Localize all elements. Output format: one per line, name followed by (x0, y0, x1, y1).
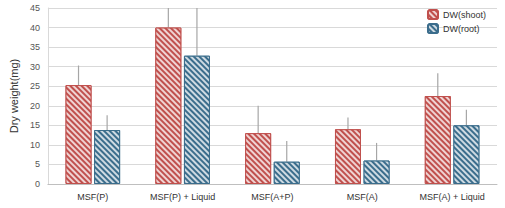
svg-text:MSF(A) + Liquid: MSF(A) + Liquid (419, 192, 484, 202)
svg-text:40: 40 (30, 23, 40, 33)
svg-text:MSF(P) + Liquid: MSF(P) + Liquid (150, 192, 215, 202)
svg-text:45: 45 (30, 3, 40, 13)
svg-text:0: 0 (35, 179, 40, 189)
svg-text:35: 35 (30, 42, 40, 52)
svg-text:5: 5 (35, 159, 40, 169)
svg-text:MSF(P): MSF(P) (77, 192, 108, 202)
svg-text:20: 20 (30, 101, 40, 111)
svg-text:10: 10 (30, 140, 40, 150)
svg-text:DW(root): DW(root) (443, 24, 480, 34)
svg-text:MSF(A): MSF(A) (347, 192, 378, 202)
svg-text:15: 15 (30, 120, 40, 130)
svg-text:25: 25 (30, 81, 40, 91)
svg-text:DW(shoot): DW(shoot) (443, 10, 486, 20)
svg-text:30: 30 (30, 62, 40, 72)
svg-text:MSF(A+P): MSF(A+P) (251, 192, 293, 202)
svg-text:Dry weight(mg): Dry weight(mg) (8, 59, 20, 134)
